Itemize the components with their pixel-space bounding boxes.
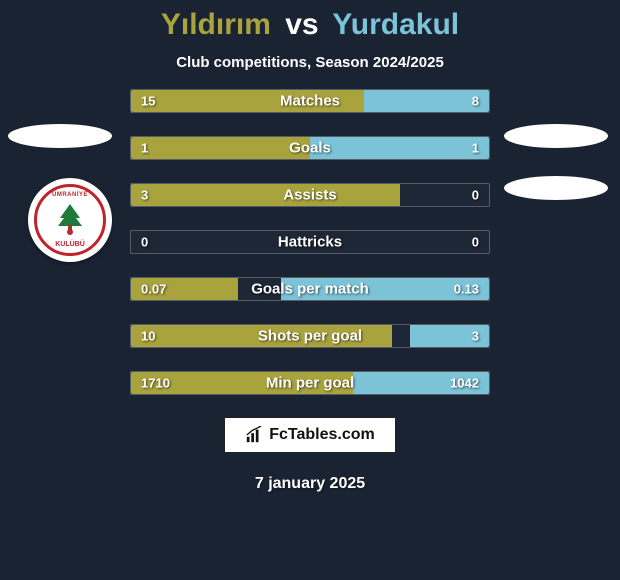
brand-badge: FcTables.com [224,417,396,453]
stat-row: 1 1 Goals [130,136,490,160]
title-player2: Yurdakul [332,8,459,41]
stat-value-right: 1042 [450,376,479,391]
stat-value-left: 0.07 [141,282,166,297]
bar-right [310,137,489,159]
stat-row: 1710 1042 Min per goal [130,371,490,395]
ellipse-left [8,124,112,148]
ellipse-right-bottom [504,176,608,200]
club-crest: ÜMRANİYE KULÜBÜ [28,178,112,262]
crest-top-text: ÜMRANİYE [52,192,88,198]
stat-value-left: 0 [141,235,148,250]
page-title: Yıldırım vs Yurdakul [161,8,459,42]
stat-value-left: 1710 [141,376,170,391]
stat-label: Hattricks [278,234,342,251]
stat-value-right: 3 [472,329,479,344]
stat-label: Min per goal [266,375,354,392]
bar-left [131,184,400,206]
stat-label: Goals [289,140,331,157]
stats-chart: 15 8 Matches 1 1 Goals 3 0 Assists 0 0 Hattricks 0.0… [130,89,490,395]
stat-value-right: 0 [472,235,479,250]
stat-value-right: 0 [472,188,479,203]
brand-text: FcTables.com [269,426,375,444]
stat-value-right: 1 [472,141,479,156]
stat-row: 15 8 Matches [130,89,490,113]
title-vs: vs [285,8,318,41]
stat-label: Shots per goal [258,328,362,345]
chart-icon [245,426,263,444]
stat-row: 0.07 0.13 Goals per match [130,277,490,301]
stat-row: 0 0 Hattricks [130,230,490,254]
stat-label: Matches [280,93,340,110]
stat-value-left: 3 [141,188,148,203]
title-player1: Yıldırım [161,8,271,41]
stat-value-left: 1 [141,141,148,156]
bar-right [364,90,489,112]
stat-row: 3 0 Assists [130,183,490,207]
bar-left [131,137,310,159]
stat-value-right: 8 [472,94,479,109]
stat-value-left: 10 [141,329,155,344]
stat-row: 10 3 Shots per goal [130,324,490,348]
ellipse-right-top [504,124,608,148]
crest-bottom-text: KULÜBÜ [55,241,85,248]
stat-value-left: 15 [141,94,155,109]
stat-value-right: 0.13 [454,282,479,297]
subtitle: Club competitions, Season 2024/2025 [176,54,444,71]
date-label: 7 january 2025 [255,475,365,493]
stat-label: Goals per match [251,281,369,298]
stat-label: Assists [283,187,336,204]
